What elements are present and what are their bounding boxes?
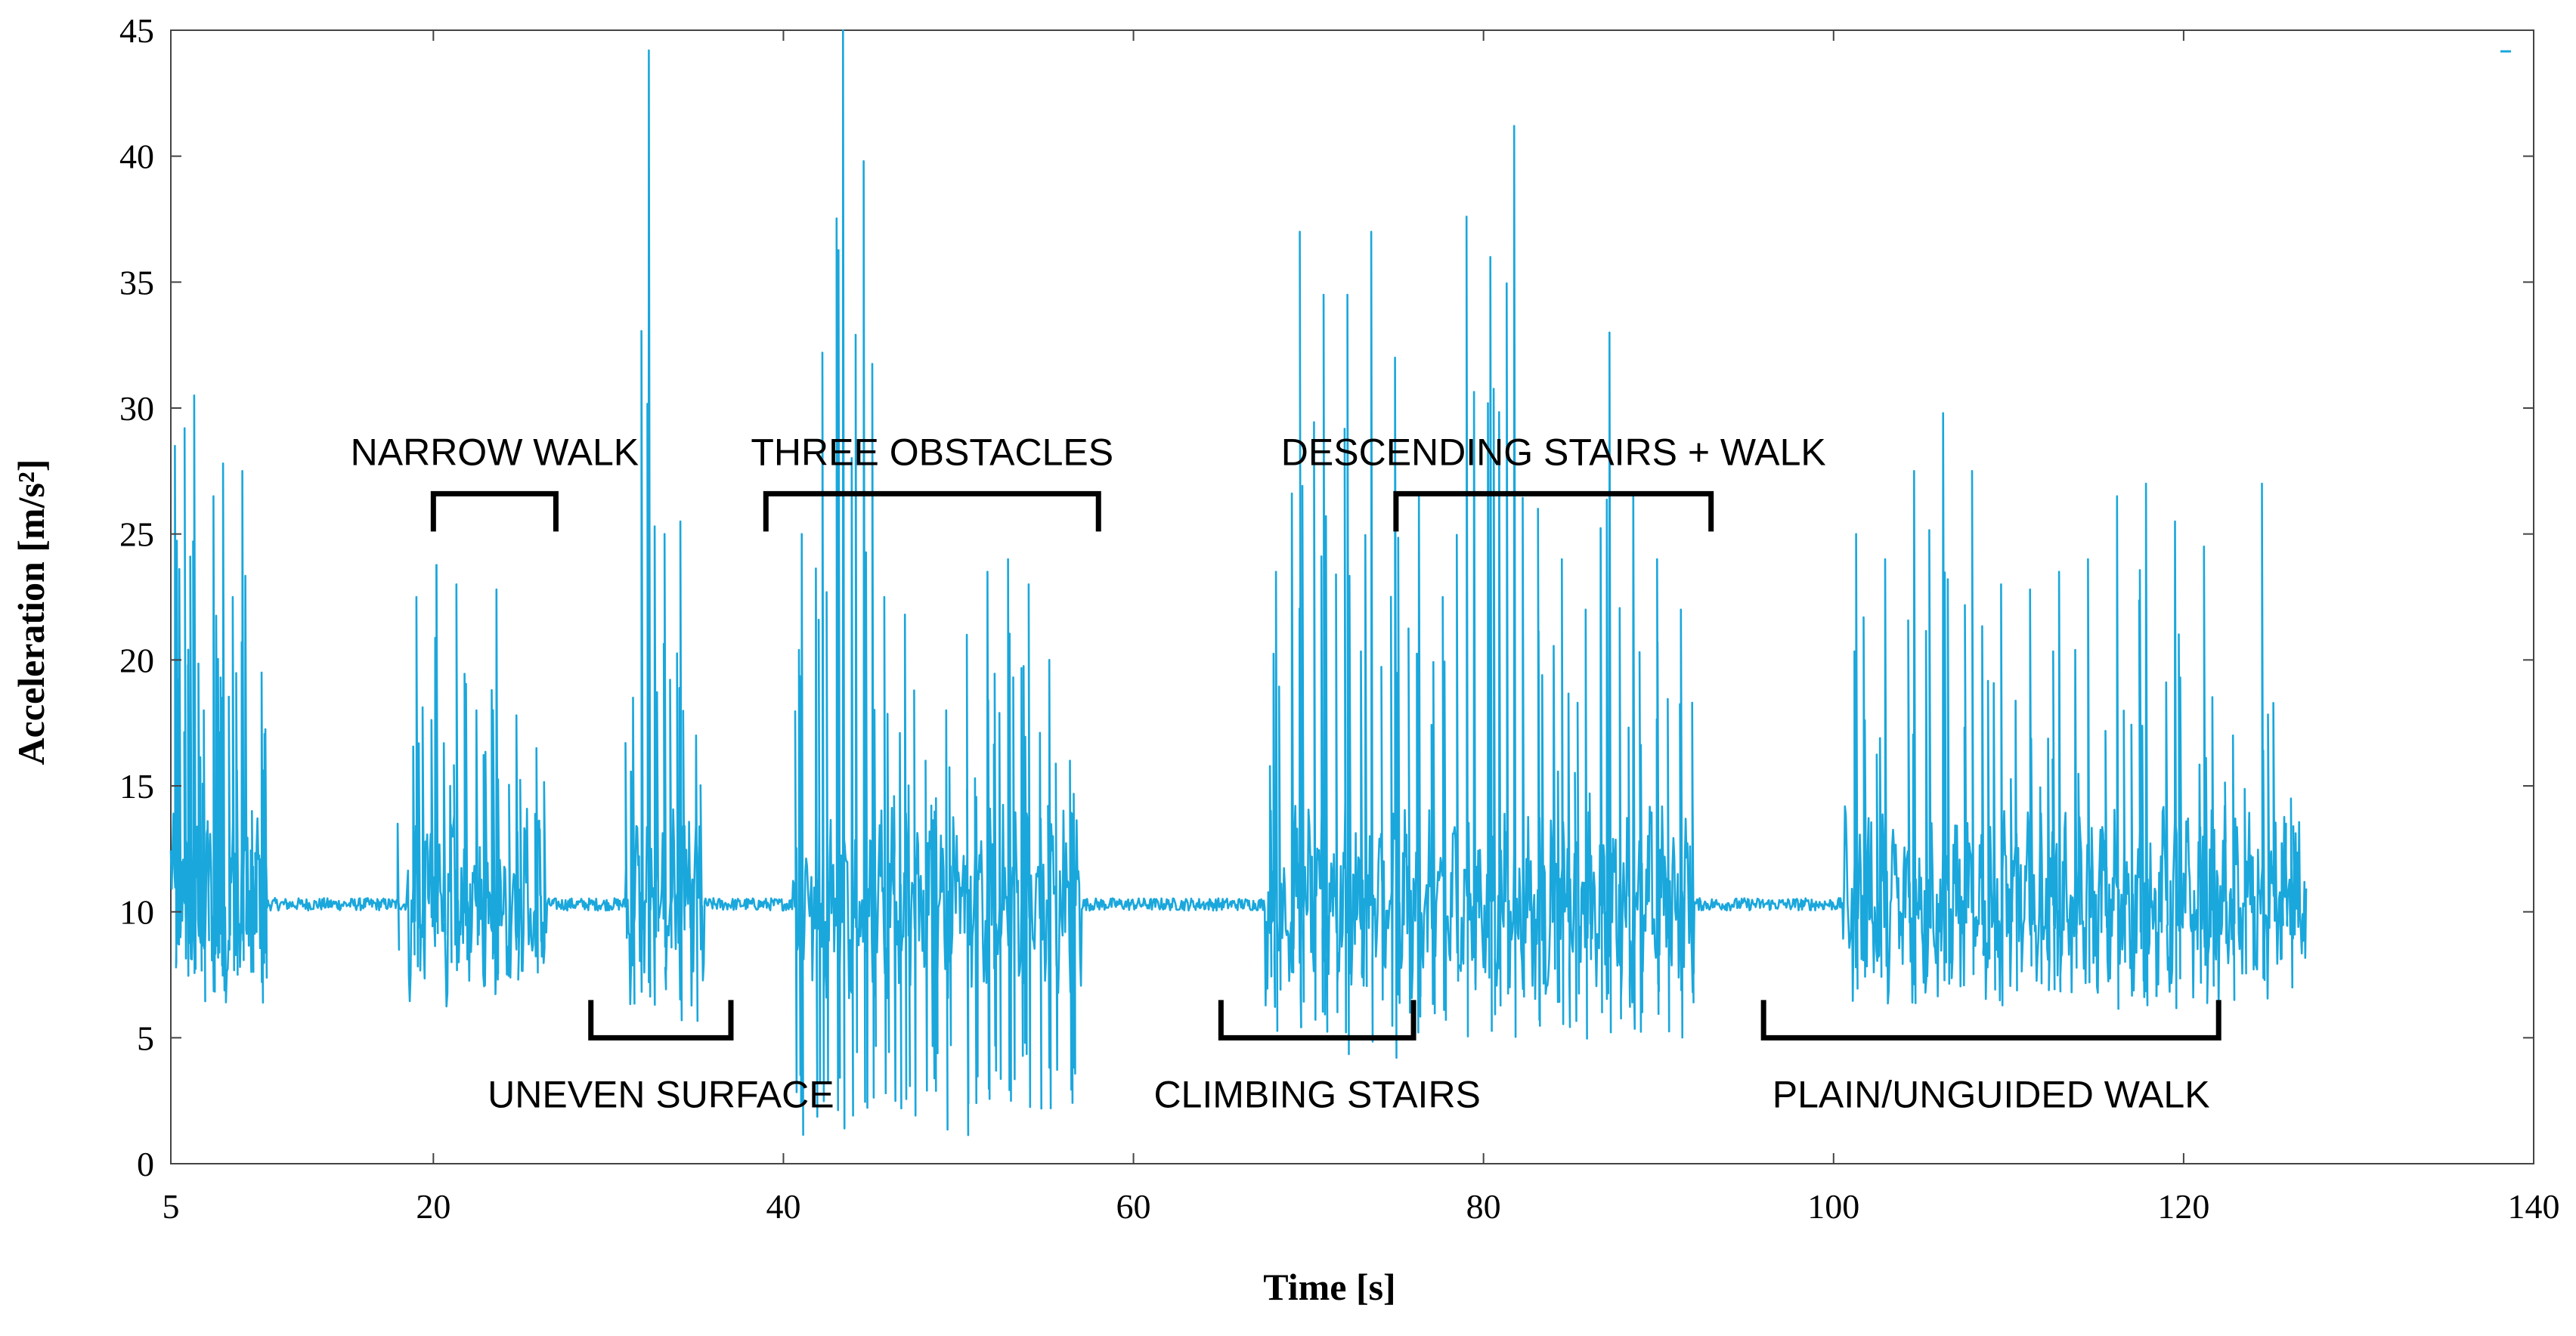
acceleration-signal-segment <box>435 49 713 1022</box>
acceleration-signal-segment <box>1299 125 1571 1059</box>
annotation-bracket <box>588 1000 734 1041</box>
x-axis-title: Time [s] <box>1263 1266 1395 1308</box>
annotation-bracket <box>1393 490 1714 532</box>
y-tick-label: 35 <box>119 263 154 302</box>
y-tick-label: 0 <box>137 1145 154 1183</box>
x-axis: 5 20 40 60 80 100 120 140 <box>163 30 2560 1226</box>
annotation-bracket <box>1218 1000 1416 1041</box>
acceleration-signal-segment <box>711 29 995 1137</box>
annotation-label: CLIMBING STAIRS <box>1153 1073 1480 1115</box>
y-tick-label: 5 <box>137 1019 154 1057</box>
acceleration-signal-segment <box>1569 331 1878 1040</box>
annotation-group: NARROW WALK <box>351 431 639 532</box>
y-tick-label: 15 <box>119 767 154 806</box>
acceleration-signal-segment <box>1875 412 2158 1010</box>
annotation-bracket <box>763 490 1101 532</box>
y-axis: 0 5 10 15 20 25 30 35 40 45 <box>119 11 2534 1183</box>
y-tick-label: 45 <box>119 11 154 50</box>
x-tick-label: 80 <box>1466 1187 1501 1226</box>
annotation-label: PLAIN/UNGUIDED WALK <box>1773 1073 2210 1115</box>
acceleration-signal-segment <box>992 230 1302 1110</box>
y-tick-label: 10 <box>119 893 154 932</box>
annotation-bracket <box>1760 1000 2221 1041</box>
y-tick-label: 20 <box>119 641 154 679</box>
x-tick-label: 120 <box>2157 1187 2209 1226</box>
y-tick-label: 25 <box>119 515 154 554</box>
acceleration-signal-segment <box>2155 482 2308 1010</box>
y-axis-title: Acceleration [m/s²] <box>10 459 52 765</box>
annotations: NARROW WALK THREE OBSTACLES DESCENDING STA… <box>351 431 2221 1115</box>
annotation-label: UNEVEN SURFACE <box>488 1073 834 1115</box>
annotation-label: DESCENDING STAIRS + WALK <box>1281 431 1826 473</box>
y-tick-label: 30 <box>119 389 154 428</box>
x-tick-label: 5 <box>163 1187 180 1226</box>
annotation-group: UNEVEN SURFACE <box>488 1000 834 1115</box>
x-tick-label: 100 <box>1807 1187 1859 1226</box>
annotation-group: DESCENDING STAIRS + WALK <box>1281 431 1826 532</box>
x-tick-label: 60 <box>1116 1187 1151 1226</box>
annotation-label: THREE OBSTACLES <box>751 431 1113 473</box>
plot-frame <box>170 29 2534 1164</box>
acceleration-signal-segment <box>169 394 438 1004</box>
x-tick-label: 40 <box>766 1187 800 1226</box>
annotation-group: PLAIN/UNGUIDED WALK <box>1760 1000 2221 1115</box>
annotation-bracket <box>430 490 559 532</box>
annotation-label: NARROW WALK <box>351 431 639 473</box>
annotation-group: CLIMBING STAIRS <box>1153 1000 1481 1115</box>
x-tick-label: 140 <box>2508 1187 2560 1226</box>
signal-layer <box>169 29 2308 1137</box>
y-tick-label: 40 <box>119 138 154 176</box>
x-tick-label: 20 <box>416 1187 450 1226</box>
annotation-group: THREE OBSTACLES <box>751 431 1113 532</box>
